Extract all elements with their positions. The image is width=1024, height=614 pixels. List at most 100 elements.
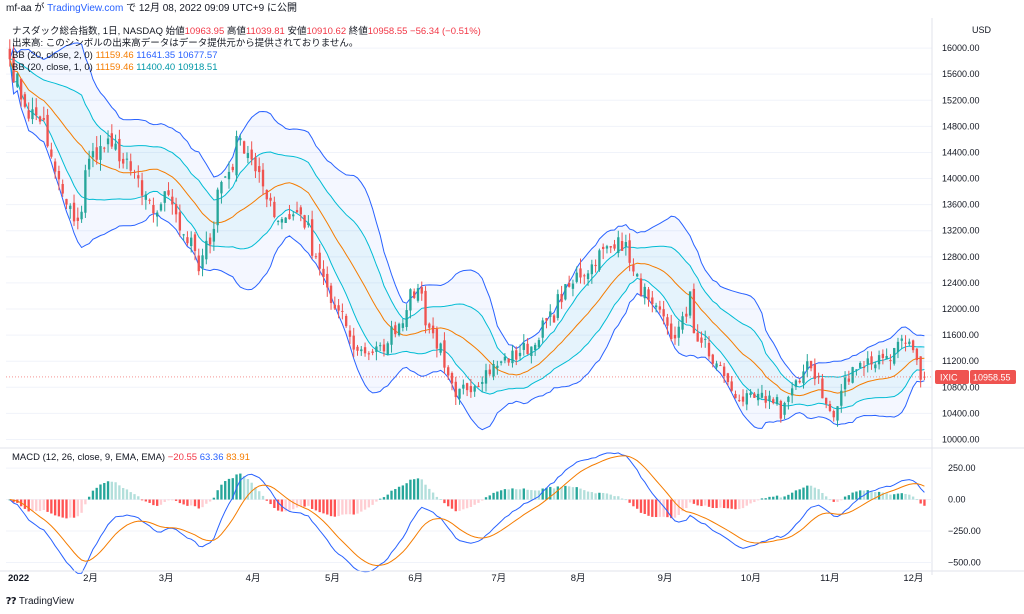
bb1-upper-line bbox=[9, 58, 925, 388]
macd-hist-bar bbox=[515, 489, 518, 500]
bb1-upper-value: 11400.40 bbox=[136, 62, 176, 73]
macd-hist-bar bbox=[817, 489, 820, 500]
candle-body bbox=[549, 311, 552, 317]
candle bbox=[602, 243, 605, 260]
candle bbox=[35, 98, 38, 121]
candle-body bbox=[488, 369, 491, 375]
candle-body bbox=[617, 237, 620, 253]
candle-body bbox=[178, 212, 182, 231]
macd-hist-bar bbox=[915, 499, 919, 501]
macd-hist-bar bbox=[749, 499, 752, 504]
symbol-price-tag[interactable]: IXIC 10958.55 bbox=[935, 369, 1016, 384]
site-link[interactable]: TradingView.com bbox=[47, 3, 124, 14]
macd-hist-bar bbox=[443, 499, 446, 504]
bb2-row[interactable]: BB (20, close, 2, 0) 11159.46 11641.35 1… bbox=[12, 50, 481, 62]
macd-hist-bar bbox=[598, 492, 601, 500]
candle bbox=[397, 322, 401, 337]
candle-body bbox=[900, 338, 903, 341]
macd-hist-bar bbox=[832, 499, 835, 502]
price-tick-label: 10800.00 bbox=[942, 382, 980, 392]
symbol-tag-text: IXIC bbox=[940, 372, 958, 382]
macd-hist-bar bbox=[647, 499, 650, 516]
candle bbox=[779, 399, 782, 423]
macd-hist-bar bbox=[636, 499, 639, 509]
macd-hist-bar bbox=[284, 499, 287, 512]
macd-hist-bar bbox=[911, 496, 915, 500]
price-tick-label: 10400.00 bbox=[942, 408, 980, 418]
candle-body bbox=[636, 274, 639, 277]
macd-hist-bar bbox=[53, 499, 57, 516]
macd-hist-bar bbox=[741, 499, 745, 509]
candle bbox=[696, 324, 699, 342]
candle bbox=[307, 215, 310, 228]
time-tick-label: 11月 bbox=[820, 573, 839, 584]
candle-body bbox=[50, 149, 53, 157]
candle bbox=[753, 392, 756, 398]
candle-body bbox=[276, 220, 280, 222]
candle-body bbox=[647, 289, 650, 300]
grid bbox=[0, 18, 1024, 575]
candle-body bbox=[72, 202, 76, 222]
candle bbox=[896, 337, 900, 359]
candle bbox=[295, 201, 299, 213]
author-name[interactable]: mf-aa bbox=[6, 3, 32, 14]
bb1-row[interactable]: BB (20, close, 1, 0) 11159.46 11400.40 1… bbox=[12, 62, 481, 74]
candle bbox=[832, 409, 835, 422]
macd-hist-bar bbox=[779, 497, 782, 500]
candle-body bbox=[896, 341, 900, 353]
candle-body bbox=[594, 264, 597, 267]
high-value: 11039.81 bbox=[245, 26, 285, 37]
macd-hist-bar bbox=[465, 499, 469, 509]
price-tick-label: 10000.00 bbox=[942, 434, 980, 444]
candle bbox=[632, 258, 635, 277]
candle bbox=[499, 360, 503, 366]
candle bbox=[190, 231, 193, 253]
macd-hist-bar bbox=[224, 481, 227, 500]
macd-hist-bar bbox=[450, 499, 454, 509]
candle-body bbox=[722, 366, 726, 377]
symbol-title[interactable]: ナスダック総合指数, 1日, NASDAQ bbox=[12, 26, 163, 37]
candle bbox=[798, 378, 801, 384]
macd-hist-bar bbox=[545, 487, 548, 500]
candle bbox=[908, 338, 911, 346]
candle bbox=[133, 169, 136, 179]
candle bbox=[182, 233, 185, 241]
macd-hist-bar bbox=[329, 499, 333, 517]
candle-body bbox=[859, 362, 862, 368]
candle bbox=[488, 364, 491, 376]
macd-hist-bar bbox=[726, 499, 730, 509]
candle-body bbox=[46, 114, 49, 147]
macd-hist-bar bbox=[745, 499, 748, 506]
macd-hist-bar bbox=[847, 495, 851, 500]
candle-body bbox=[205, 240, 208, 260]
macd-hist-bar bbox=[174, 499, 178, 501]
candle bbox=[836, 406, 839, 427]
candle bbox=[416, 283, 420, 303]
candle bbox=[19, 78, 23, 107]
candle bbox=[866, 351, 869, 373]
candle-body bbox=[27, 110, 30, 119]
macd-legend[interactable]: MACD (12, 26, close, 9, EMA, EMA) −20.55… bbox=[12, 452, 250, 463]
candle bbox=[704, 330, 707, 348]
candle bbox=[314, 253, 318, 260]
candle-body bbox=[741, 396, 745, 402]
candle bbox=[303, 214, 306, 230]
candle-body bbox=[567, 282, 571, 287]
candle bbox=[72, 194, 76, 226]
time-tick-label: 2月 bbox=[83, 573, 98, 584]
candle-body bbox=[847, 378, 851, 382]
macd-hist-bar bbox=[632, 499, 635, 507]
candle-body bbox=[148, 199, 151, 201]
candle bbox=[360, 345, 363, 356]
candle-body bbox=[670, 323, 673, 340]
candle bbox=[670, 314, 673, 342]
candle-body bbox=[662, 309, 665, 317]
candle bbox=[919, 356, 922, 388]
macd-hist-bar bbox=[341, 499, 344, 515]
candle bbox=[817, 372, 820, 384]
candle-body bbox=[337, 305, 340, 311]
publish-header: mf-aa が TradingView.com で 12月 08, 2022 0… bbox=[0, 0, 1024, 18]
candle bbox=[329, 282, 333, 310]
candle bbox=[813, 358, 817, 386]
